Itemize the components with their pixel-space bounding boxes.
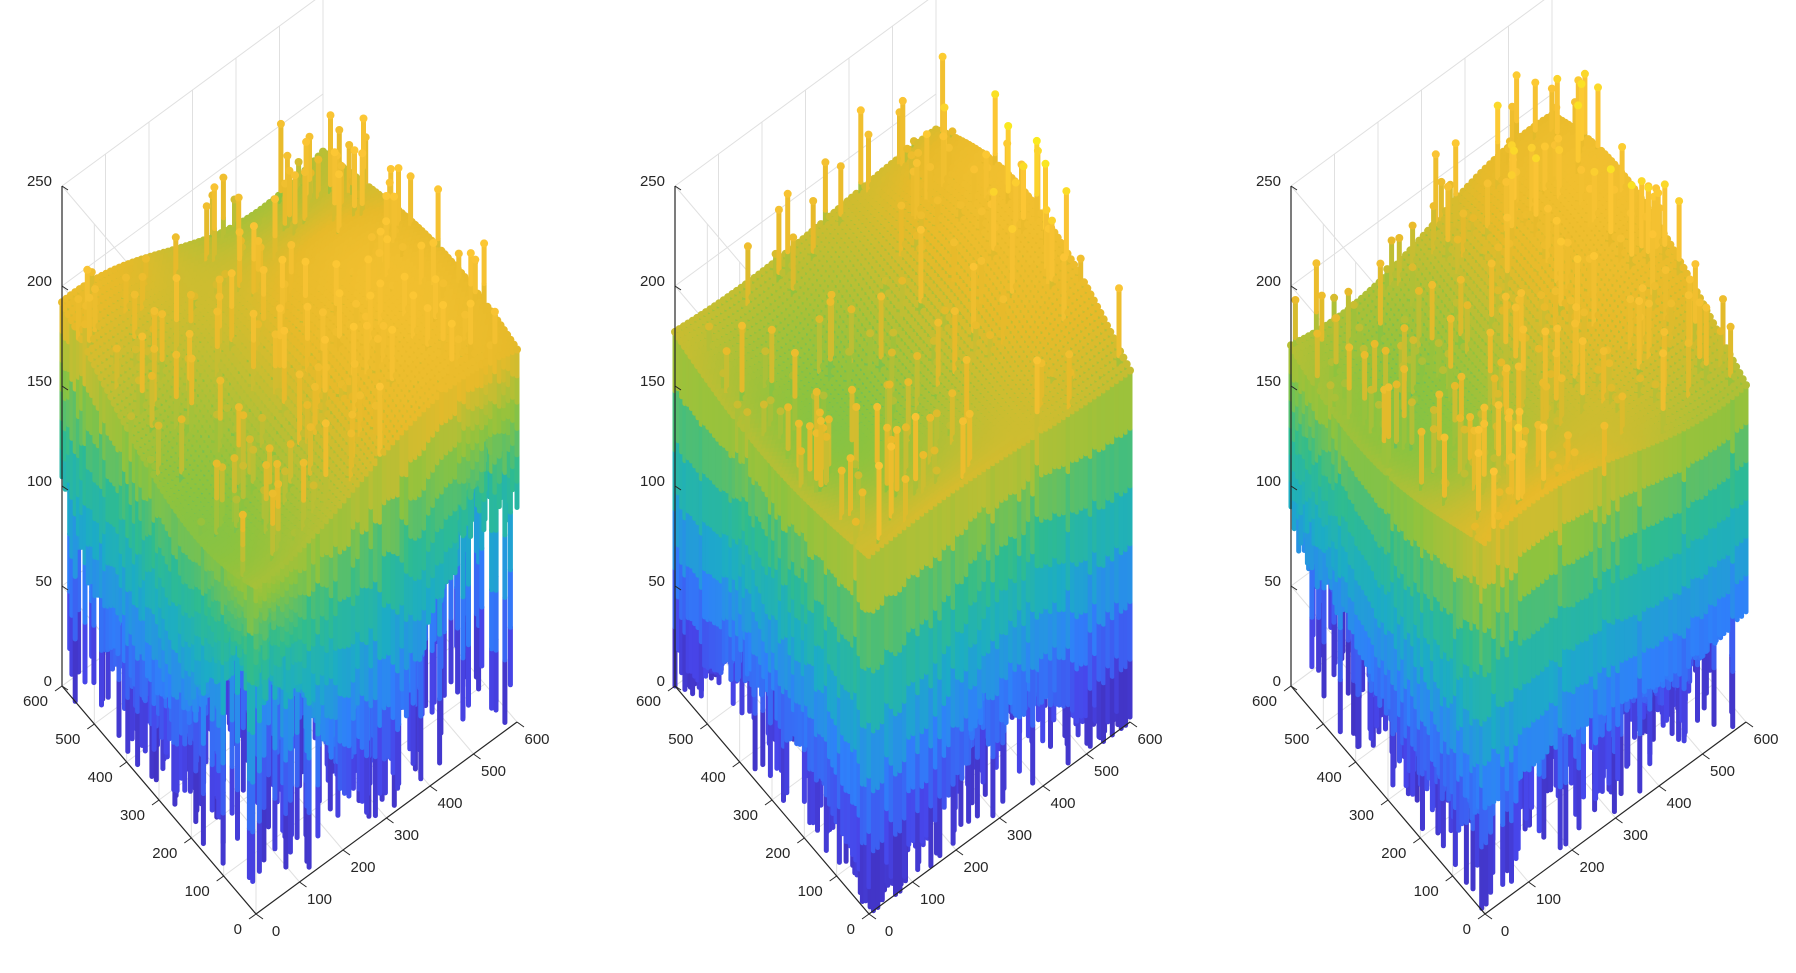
- surface-plot-left: 0 100 200 300 400 500 600 0 100 200 300 400 500 600 0 5…: [23, 0, 550, 940]
- y-tick-label: 400: [701, 769, 726, 786]
- y-tick-label: 400: [88, 769, 113, 786]
- x-tick-label: 600: [1137, 731, 1162, 748]
- x-tick-label: 500: [1094, 763, 1119, 780]
- x-tick-label: 200: [350, 859, 375, 876]
- x-tick-label: 0: [272, 923, 280, 940]
- y-tick-label: 200: [765, 845, 790, 862]
- x-tick-label: 0: [885, 923, 893, 940]
- y-tick-label: 300: [120, 807, 145, 824]
- x-tick-label: 600: [1753, 731, 1778, 748]
- y-tick-label: 200: [1381, 845, 1406, 862]
- x-tick-label: 400: [1666, 795, 1691, 812]
- x-tick-label: 400: [437, 795, 462, 812]
- y-tick-label: 0: [234, 921, 242, 938]
- z-tick-label: 150: [1256, 373, 1281, 390]
- y-tick-label: 600: [636, 693, 661, 710]
- z-tick-label: 0: [1273, 673, 1281, 690]
- x-tick-label: 200: [1579, 859, 1604, 876]
- z-tick-label: 150: [27, 373, 52, 390]
- z-tick-label: 250: [27, 173, 52, 190]
- x-tick-label: 100: [1536, 891, 1561, 908]
- surface-plot-right: 0 100 200 300 400 500 600 0 100 200 300 400 500 600 0 5…: [1252, 0, 1779, 940]
- z-tick-label: 200: [1256, 273, 1281, 290]
- x-tick-label: 100: [920, 891, 945, 908]
- x-tick-label: 500: [1710, 763, 1735, 780]
- surface-plot-middle: 0 100 200 300 400 500 600 0 100 200 300 400 500 600 0 5…: [636, 0, 1163, 940]
- x-tick-label: 300: [1007, 827, 1032, 844]
- y-tick-label: 0: [847, 921, 855, 938]
- z-tick-label: 50: [1264, 573, 1281, 590]
- z-tick-label: 150: [640, 373, 665, 390]
- z-tick-label: 200: [640, 273, 665, 290]
- y-tick-label: 400: [1317, 769, 1342, 786]
- y-tick-label: 0: [1463, 921, 1471, 938]
- z-tick-label: 250: [1256, 173, 1281, 190]
- y-tick-label: 600: [23, 693, 48, 710]
- y-tick-label: 500: [668, 731, 693, 748]
- x-tick-label: 500: [481, 763, 506, 780]
- z-tick-label: 100: [640, 473, 665, 490]
- y-tick-label: 300: [733, 807, 758, 824]
- z-tick-label: 100: [27, 473, 52, 490]
- z-tick-label: 50: [648, 573, 665, 590]
- x-tick-label: 300: [394, 827, 419, 844]
- y-tick-label: 200: [152, 845, 177, 862]
- z-tick-label: 0: [657, 673, 665, 690]
- x-tick-label: 300: [1623, 827, 1648, 844]
- y-tick-label: 100: [185, 883, 210, 900]
- z-tick-label: 250: [640, 173, 665, 190]
- z-tick-label: 50: [35, 573, 52, 590]
- y-tick-label: 300: [1349, 807, 1374, 824]
- z-tick-label: 200: [27, 273, 52, 290]
- surface-mesh: [58, 111, 521, 881]
- x-tick-label: 100: [307, 891, 332, 908]
- surface-mesh: [671, 53, 1134, 911]
- y-tick-label: 500: [55, 731, 80, 748]
- x-tick-label: 400: [1050, 795, 1075, 812]
- y-tick-label: 500: [1284, 731, 1309, 748]
- x-tick-label: 200: [963, 859, 988, 876]
- x-tick-label: 600: [524, 731, 549, 748]
- y-tick-label: 600: [1252, 693, 1277, 710]
- y-tick-label: 100: [1414, 883, 1439, 900]
- z-tick-label: 0: [44, 673, 52, 690]
- y-tick-label: 100: [798, 883, 823, 900]
- x-tick-label: 0: [1501, 923, 1509, 940]
- surface-mesh: [1287, 70, 1750, 909]
- z-tick-label: 100: [1256, 473, 1281, 490]
